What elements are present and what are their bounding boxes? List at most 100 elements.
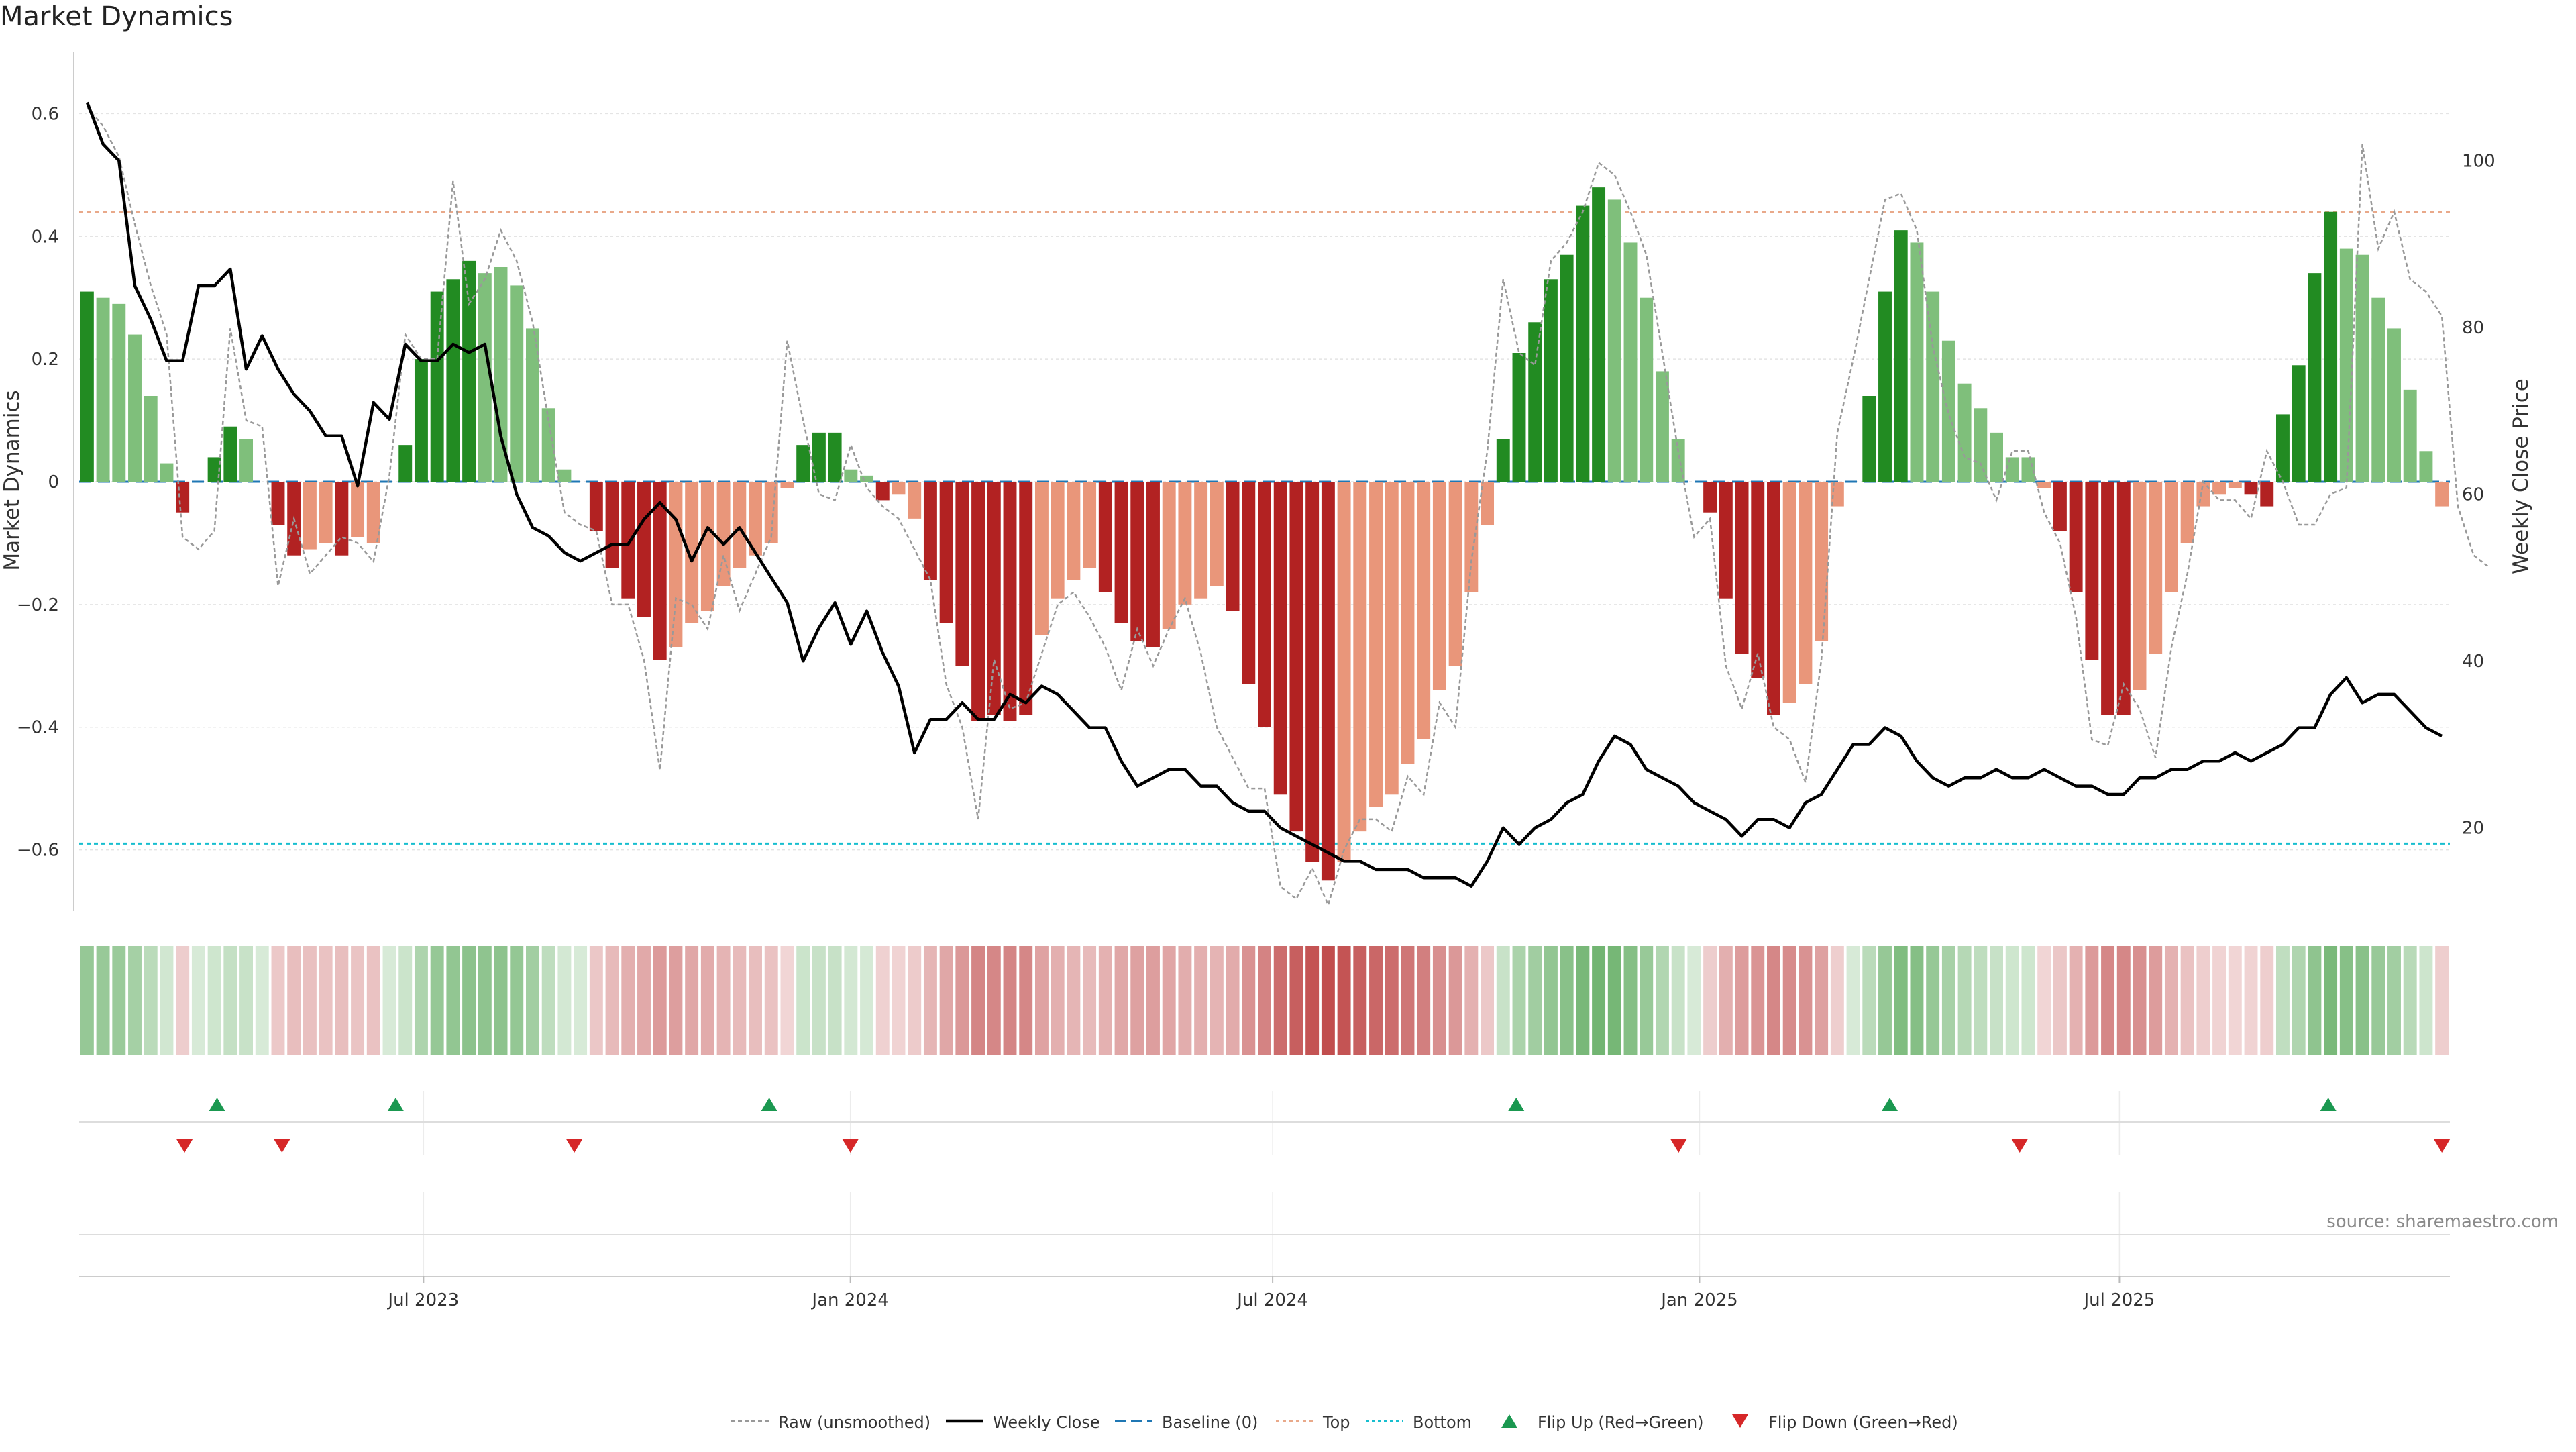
dynamics-bar	[1782, 482, 1796, 703]
heat-cell	[303, 946, 317, 1055]
dynamics-bar	[478, 273, 492, 482]
heat-cell	[812, 946, 826, 1055]
heat-cell	[2339, 946, 2353, 1055]
y-right-tick-label: 40	[2462, 652, 2484, 672]
heat-cell	[1910, 946, 1924, 1055]
heat-cell	[1544, 946, 1558, 1055]
heat-cell	[1846, 946, 1860, 1055]
series-lines	[85, 101, 2491, 908]
heat-cell	[446, 946, 460, 1055]
heat-cell	[1353, 946, 1367, 1055]
heat-cell	[1655, 946, 1669, 1055]
dynamics-bar	[335, 482, 349, 556]
heat-cell	[2387, 946, 2401, 1055]
dynamics-bar	[2101, 482, 2115, 715]
x-tick-label: Jul 2023	[386, 1290, 459, 1310]
heat-cell	[828, 946, 842, 1055]
heat-cell	[2133, 946, 2147, 1055]
x-tick-label: Jan 2025	[1660, 1290, 1738, 1310]
heat-cell	[2116, 946, 2131, 1055]
dynamics-bars	[80, 187, 2449, 881]
dynamics-bar	[1623, 242, 1638, 482]
dynamics-bar	[1655, 371, 1669, 482]
dynamics-bar	[2355, 254, 2369, 482]
axes: −0.6 −0.4 −0.2 0 0.2 0.4 0.6 20 40 60 80 100 Market …	[0, 52, 2533, 911]
dynamics-bar	[955, 482, 969, 666]
heat-cell	[1703, 946, 1717, 1055]
dynamics-bar	[923, 482, 937, 580]
dynamics-bar	[1305, 482, 1320, 862]
dynamics-bar	[1194, 482, 1208, 599]
heat-cell	[1496, 946, 1510, 1055]
heat-cell	[287, 946, 301, 1055]
heat-cell	[2069, 946, 2083, 1055]
dynamics-bar	[1974, 408, 1988, 482]
weekly-close-line	[85, 101, 2443, 888]
dynamics-bar	[2069, 482, 2083, 592]
dynamics-bar	[80, 291, 94, 482]
heat-cell	[2101, 946, 2115, 1055]
heat-cell	[1098, 946, 1112, 1055]
heat-cell	[1242, 946, 1256, 1055]
heat-cell	[574, 946, 588, 1055]
dynamics-bar	[637, 482, 651, 617]
dynamics-bar	[875, 482, 890, 501]
dynamics-bar	[2037, 482, 2051, 488]
heat-cell	[1862, 946, 1876, 1055]
dynamics-bar	[908, 482, 922, 519]
heat-cell	[1799, 946, 1813, 1055]
heat-cell	[637, 946, 651, 1055]
heat-cell	[987, 946, 1001, 1055]
dynamics-bar	[223, 426, 237, 482]
heat-cell	[875, 946, 890, 1055]
heat-cell	[1034, 946, 1049, 1055]
dynamics-bar	[1130, 482, 1144, 641]
heat-cell	[971, 946, 985, 1055]
heat-cell	[351, 946, 365, 1055]
heat-cell	[1607, 946, 1621, 1055]
heat-cell	[2005, 946, 2019, 1055]
dynamics-bar	[1560, 254, 1574, 482]
dynamics-bar	[1432, 482, 1446, 690]
heat-cell	[1512, 946, 1526, 1055]
heat-cell	[144, 946, 158, 1055]
heat-cell	[621, 946, 635, 1055]
heat-cell	[1210, 946, 1224, 1055]
heat-cell	[1162, 946, 1176, 1055]
dynamics-bar	[2005, 457, 2019, 482]
heat-cell	[1321, 946, 1335, 1055]
heat-cell	[1926, 946, 1940, 1055]
heat-cell	[1767, 946, 1780, 1055]
heat-cell	[669, 946, 683, 1055]
chart-title: Market Dynamics	[0, 1, 233, 32]
heat-cell	[255, 946, 269, 1055]
y-right-tick-label: 80	[2462, 318, 2484, 338]
dynamics-bar	[1815, 482, 1829, 641]
legend-label-raw: Raw (unsmoothed)	[778, 1413, 930, 1432]
dynamics-bar	[1034, 482, 1049, 635]
legend: Raw (unsmoothed) Weekly Close Baseline (0)…	[731, 1413, 1958, 1432]
dynamics-bar	[939, 482, 953, 623]
dynamics-bar	[526, 328, 539, 482]
flip-markers	[79, 1098, 2451, 1235]
dynamics-bar	[319, 482, 333, 543]
dynamics-bar	[653, 482, 667, 660]
dynamics-bar	[1226, 482, 1240, 611]
dynamics-bar	[1910, 242, 1924, 482]
flip-up-marker	[209, 1098, 225, 1111]
dynamics-bar	[2164, 482, 2178, 592]
dynamics-bar	[1114, 482, 1128, 623]
dynamics-bar	[414, 359, 428, 482]
heat-cell	[1305, 946, 1320, 1055]
dynamics-bar	[2292, 365, 2306, 482]
dynamics-bar	[2228, 482, 2242, 488]
dynamics-bar	[176, 482, 190, 513]
heat-cell	[733, 946, 747, 1055]
legend-flip-up-swatch	[1501, 1414, 1517, 1428]
heat-cell	[557, 946, 572, 1055]
dynamics-bar	[1719, 482, 1733, 599]
dynamics-bar	[2133, 482, 2147, 690]
dynamics-bar	[1751, 482, 1765, 678]
heat-cell	[1957, 946, 1972, 1055]
heat-cell	[526, 946, 539, 1055]
